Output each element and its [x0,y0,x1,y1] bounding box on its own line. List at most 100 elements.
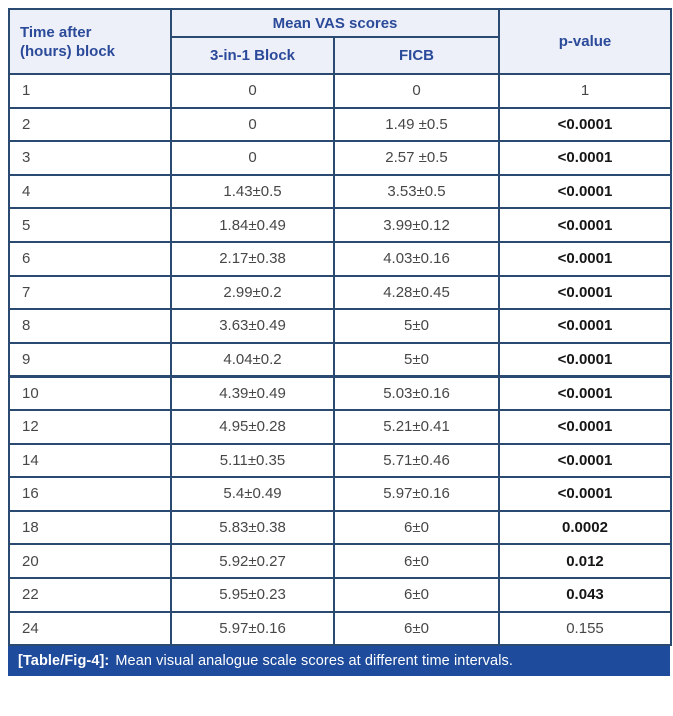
cell-time: 12 [8,408,172,445]
cell-time: 20 [8,543,172,579]
table-row: 2 0 1.49 ±0.5 <0.0001 [8,106,672,143]
cell-time: 10 [8,374,172,411]
cell-time: 5 [8,207,172,243]
table-row: 1 0 0 1 [8,73,672,109]
cell-ficb: 5.71±0.46 [333,442,500,479]
cell-ficb: 2.57 ±0.5 [333,140,500,176]
header-time-line2: (hours) block [20,42,116,60]
cell-p-value: 0.155 [498,610,672,647]
cell-3in1-block: 4.95±0.28 [170,408,335,445]
cell-time: 18 [8,509,172,546]
table-row: 10 4.39±0.49 5.03±0.16 <0.0001 [8,374,672,411]
cell-ficb: 6±0 [333,509,500,546]
cell-time: 2 [8,106,172,143]
cell-p-value: <0.0001 [498,274,672,311]
cell-3in1-block: 2.99±0.2 [170,274,335,311]
table-figure: Time after (hours) block Mean VAS scores… [8,8,672,677]
cell-time: 1 [8,73,172,109]
table-row: 9 4.04±0.2 5±0 <0.0001 [8,341,672,378]
cell-p-value: <0.0001 [498,106,672,143]
cell-p-value: 0.012 [498,543,672,579]
cell-ficb: 5±0 [333,308,500,344]
table-row: 4 1.43±0.5 3.53±0.5 <0.0001 [8,173,672,210]
caption-label: [Table/Fig-4]: [18,653,110,670]
cell-3in1-block: 5.92±0.27 [170,543,335,579]
cell-ficb: 5.97±0.16 [333,476,500,512]
cell-3in1-block: 1.84±0.49 [170,207,335,243]
cell-p-value: 1 [498,73,672,109]
table-caption: [Table/Fig-4]: Mean visual analogue scal… [8,646,670,677]
header-time-line1: Time after [20,23,92,41]
cell-p-value: 0.0002 [498,509,672,546]
cell-3in1-block: 5.95±0.23 [170,576,335,613]
cell-ficb: 5.03±0.16 [333,374,500,411]
table-row: 16 5.4±0.49 5.97±0.16 <0.0001 [8,476,672,512]
cell-3in1-block: 2.17±0.38 [170,240,335,277]
cell-3in1-block: 0 [170,106,335,143]
table-row: 22 5.95±0.23 6±0 0.043 [8,576,672,613]
header-group-row: Time after (hours) block Mean VAS scores… [8,8,672,75]
table-body: 1 0 0 1 2 0 1.49 ±0.5 <0.0001 3 0 2.57 ±… [8,73,672,647]
table-row: 8 3.63±0.49 5±0 <0.0001 [8,308,672,344]
table-row: 18 5.83±0.38 6±0 0.0002 [8,509,672,546]
cell-time: 7 [8,274,172,311]
table-row: 12 4.95±0.28 5.21±0.41 <0.0001 [8,408,672,445]
cell-p-value: <0.0001 [498,374,672,411]
cell-3in1-block: 5.4±0.49 [170,476,335,512]
cell-ficb: 6±0 [333,576,500,613]
cell-p-value: <0.0001 [498,308,672,344]
cell-p-value: <0.0001 [498,408,672,445]
cell-ficb: 6±0 [333,543,500,579]
table-row: 20 5.92±0.27 6±0 0.012 [8,543,672,579]
cell-p-value: <0.0001 [498,140,672,176]
header-3in1-block: 3-in-1 Block [170,36,335,75]
cell-p-value: <0.0001 [498,341,672,378]
cell-ficb: 3.53±0.5 [333,173,500,210]
cell-time: 24 [8,610,172,647]
caption-text: Mean visual analogue scale scores at dif… [115,653,513,670]
cell-time: 8 [8,308,172,344]
cell-time: 22 [8,576,172,613]
cell-3in1-block: 5.83±0.38 [170,509,335,546]
cell-p-value: <0.0001 [498,240,672,277]
cell-ficb: 4.28±0.45 [333,274,500,311]
cell-ficb: 0 [333,73,500,109]
cell-3in1-block: 5.97±0.16 [170,610,335,647]
cell-p-value: <0.0001 [498,173,672,210]
table-row: 7 2.99±0.2 4.28±0.45 <0.0001 [8,274,672,311]
cell-time: 4 [8,173,172,210]
table-row: 5 1.84±0.49 3.99±0.12 <0.0001 [8,207,672,243]
cell-ficb: 6±0 [333,610,500,647]
cell-ficb: 3.99±0.12 [333,207,500,243]
cell-time: 6 [8,240,172,277]
header-sub-row: 3-in-1 Block FICB [9,36,671,75]
cell-time: 9 [8,341,172,378]
header-ficb: FICB [333,36,500,75]
header-mean-vas-scores: Mean VAS scores [170,8,500,38]
cell-3in1-block: 1.43±0.5 [170,173,335,210]
header-p-value: p-value [498,8,672,75]
cell-3in1-block: 5.11±0.35 [170,442,335,479]
cell-3in1-block: 4.04±0.2 [170,341,335,378]
cell-ficb: 1.49 ±0.5 [333,106,500,143]
cell-time: 14 [8,442,172,479]
table-header: Time after (hours) block Mean VAS scores… [8,8,672,75]
cell-ficb: 5.21±0.41 [333,408,500,445]
cell-3in1-block: 4.39±0.49 [170,374,335,411]
table-row: 6 2.17±0.38 4.03±0.16 <0.0001 [8,240,672,277]
vas-scores-table: Time after (hours) block Mean VAS scores… [8,8,672,647]
cell-time: 16 [8,476,172,512]
cell-p-value: <0.0001 [498,442,672,479]
cell-ficb: 5±0 [333,341,500,378]
table-row: 3 0 2.57 ±0.5 <0.0001 [8,140,672,176]
cell-p-value: <0.0001 [498,476,672,512]
table-row: 14 5.11±0.35 5.71±0.46 <0.0001 [8,442,672,479]
cell-p-value: 0.043 [498,576,672,613]
cell-3in1-block: 0 [170,140,335,176]
cell-time: 3 [8,140,172,176]
cell-3in1-block: 0 [170,73,335,109]
table-row: 24 5.97±0.16 6±0 0.155 [8,610,672,647]
header-time-after: Time after (hours) block [8,8,172,75]
cell-3in1-block: 3.63±0.49 [170,308,335,344]
